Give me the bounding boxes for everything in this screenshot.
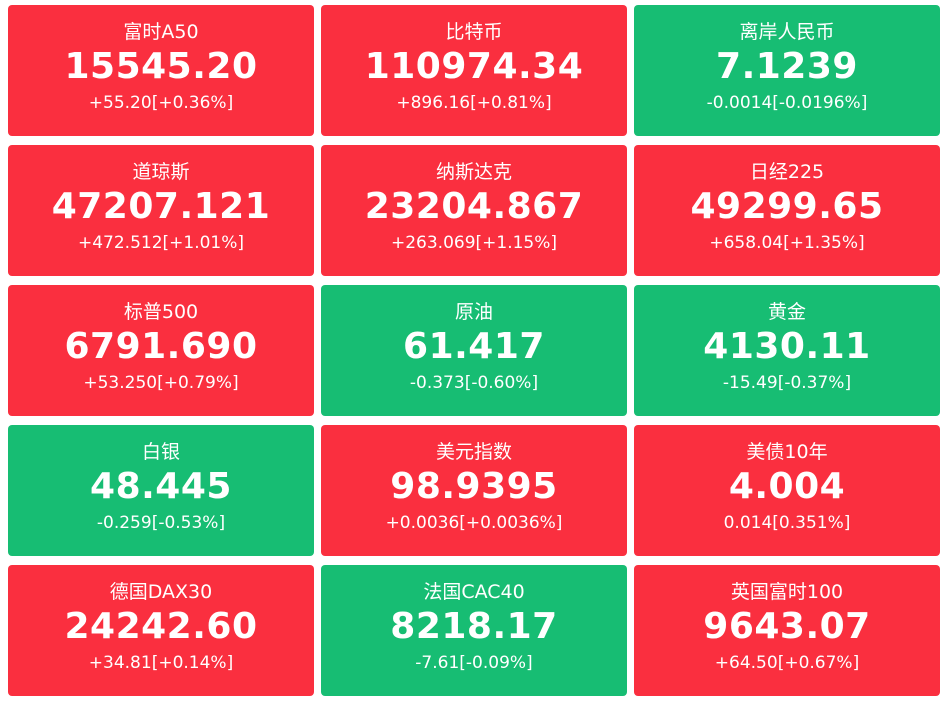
market-change: 0.014[0.351%] (723, 513, 851, 533)
market-price: 47207.121 (51, 186, 271, 227)
market-price: 49299.65 (690, 186, 884, 227)
market-name: 黄金 (767, 301, 806, 323)
market-change: +472.512[+1.01%] (77, 233, 245, 253)
market-price: 61.417 (403, 326, 545, 367)
market-tile-dow-jones[interactable]: 道琼斯 47207.121 +472.512[+1.01%] (8, 145, 314, 276)
market-tile-silver[interactable]: 白银 48.445 -0.259[-0.53%] (8, 425, 314, 556)
market-price: 15545.20 (64, 46, 258, 87)
market-change: +263.069[+1.15%] (390, 233, 558, 253)
market-change: -7.61[-0.09%] (415, 653, 533, 673)
market-change: +896.16[+0.81%] (396, 93, 552, 113)
market-price: 4.004 (728, 466, 846, 507)
market-tile-gold[interactable]: 黄金 4130.11 -15.49[-0.37%] (634, 285, 940, 416)
market-name: 德国DAX30 (109, 581, 213, 603)
market-change: +55.20[+0.36%] (88, 93, 234, 113)
market-tile-cac40[interactable]: 法国CAC40 8218.17 -7.61[-0.09%] (321, 565, 627, 696)
market-name: 美元指数 (435, 441, 512, 463)
market-price: 7.1239 (716, 46, 858, 87)
market-tile-nikkei-225[interactable]: 日经225 49299.65 +658.04[+1.35%] (634, 145, 940, 276)
market-price: 4130.11 (703, 326, 871, 367)
market-tile-ftse-china-a50[interactable]: 富时A50 15545.20 +55.20[+0.36%] (8, 5, 314, 136)
market-price: 9643.07 (703, 606, 871, 647)
market-tile-dollar-index[interactable]: 美元指数 98.9395 +0.0036[+0.0036%] (321, 425, 627, 556)
market-tile-dax30[interactable]: 德国DAX30 24242.60 +34.81[+0.14%] (8, 565, 314, 696)
market-price: 24242.60 (64, 606, 258, 647)
market-change: +34.81[+0.14%] (88, 653, 234, 673)
market-name: 英国富时100 (730, 581, 844, 603)
market-change: +64.50[+0.67%] (714, 653, 860, 673)
market-name: 富时A50 (123, 21, 199, 43)
market-change: +0.0036[+0.0036%] (385, 513, 563, 533)
market-name: 标普500 (123, 301, 199, 323)
market-change: +53.250[+0.79%] (83, 373, 239, 393)
market-price: 23204.867 (364, 186, 584, 227)
market-name: 白银 (141, 441, 180, 463)
market-name: 道琼斯 (132, 161, 190, 183)
market-change: +658.04[+1.35%] (709, 233, 865, 253)
market-tile-nasdaq[interactable]: 纳斯达克 23204.867 +263.069[+1.15%] (321, 145, 627, 276)
market-tile-sp500[interactable]: 标普500 6791.690 +53.250[+0.79%] (8, 285, 314, 416)
market-name: 原油 (454, 301, 493, 323)
market-tile-crude-oil[interactable]: 原油 61.417 -0.373[-0.60%] (321, 285, 627, 416)
market-name: 纳斯达克 (435, 161, 512, 183)
market-price: 6791.690 (64, 326, 258, 367)
market-tile-offshore-cny[interactable]: 离岸人民币 7.1239 -0.0014[-0.0196%] (634, 5, 940, 136)
market-price: 110974.34 (364, 46, 584, 87)
market-name: 比特币 (445, 21, 503, 43)
market-price: 48.445 (90, 466, 232, 507)
market-tile-bitcoin[interactable]: 比特币 110974.34 +896.16[+0.81%] (321, 5, 627, 136)
market-change: -0.259[-0.53%] (96, 513, 226, 533)
market-change: -15.49[-0.37%] (722, 373, 852, 393)
market-name: 离岸人民币 (739, 21, 835, 43)
market-name: 美债10年 (746, 441, 828, 463)
market-change: -0.0014[-0.0196%] (706, 93, 868, 113)
market-grid: 富时A50 15545.20 +55.20[+0.36%] 比特币 110974… (8, 5, 940, 697)
market-name: 法国CAC40 (423, 581, 525, 603)
market-tile-us-10y-treasury[interactable]: 美债10年 4.004 0.014[0.351%] (634, 425, 940, 556)
market-name: 日经225 (749, 161, 825, 183)
market-price: 98.9395 (390, 466, 558, 507)
market-price: 8218.17 (390, 606, 558, 647)
market-tile-ftse-100[interactable]: 英国富时100 9643.07 +64.50[+0.67%] (634, 565, 940, 696)
market-change: -0.373[-0.60%] (409, 373, 539, 393)
